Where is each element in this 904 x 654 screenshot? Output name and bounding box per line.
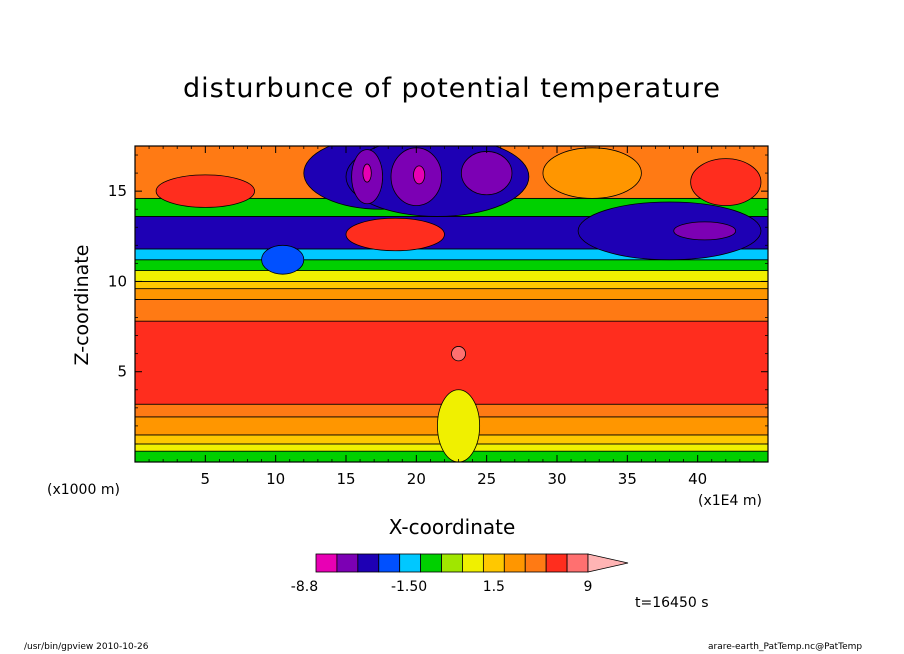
- x-tick-label-35: 35: [618, 470, 637, 488]
- y-tick-label-5: 5: [117, 363, 127, 381]
- colorbar-cell-0: [315, 553, 338, 573]
- colorbar-cell-7: [462, 553, 484, 573]
- contour-fill-group: [135, 146, 768, 462]
- x-tick-label-10: 10: [266, 470, 285, 488]
- contour-blob-11: [690, 158, 762, 206]
- contour-band-6: [135, 299, 768, 322]
- contour-blob-8: [673, 221, 737, 241]
- contour-blob-5: [362, 163, 372, 183]
- x-axis-unit: (x1E4 m): [698, 493, 762, 509]
- contour-blob-4: [460, 151, 513, 196]
- colorbar-cell-2: [357, 553, 380, 573]
- contour-blob-9: [155, 174, 255, 208]
- contour-blob-7: [577, 201, 762, 261]
- time-label: t=16450 s: [635, 595, 709, 611]
- footer-program-date: /usr/bin/gpview 2010-10-26: [24, 642, 149, 652]
- colorbar-label-2: 1.5: [483, 579, 505, 595]
- colorbar-cell-12: [566, 553, 589, 573]
- x-tick-label-5: 5: [201, 470, 211, 488]
- contour-blob-14: [261, 244, 305, 275]
- contour-band-8: [135, 281, 768, 290]
- x-axis-label: X-coordinate: [388, 515, 516, 539]
- contour-band-9: [135, 270, 768, 282]
- contour-blob-15: [542, 147, 642, 199]
- colorbar-cell-6: [441, 553, 463, 573]
- contour-band-10: [135, 259, 768, 271]
- x-tick-label-20: 20: [407, 470, 426, 488]
- colorbar-label-1: -1.50: [391, 579, 427, 595]
- colorbar-cell-8: [482, 553, 505, 573]
- colorbar-cell-3: [378, 553, 401, 573]
- footer-data-source: arare-earth_PatTemp.nc@PatTemp: [708, 642, 863, 652]
- colorbar-cell-1: [336, 553, 359, 573]
- colorbar-label-3: 9: [584, 579, 593, 595]
- contour-blob-10: [345, 217, 445, 252]
- colorbar-cell-11: [545, 553, 568, 573]
- x-tick-label-15: 15: [336, 470, 355, 488]
- colorbar-cell-5: [420, 553, 442, 573]
- colorbar-cell-9: [503, 553, 526, 573]
- contour-blob-12: [451, 346, 466, 362]
- contour-blob-6: [413, 165, 426, 185]
- colorbar-cell-4: [399, 553, 422, 573]
- contour-blob-13: [437, 389, 481, 462]
- chart-title: disturbunce of potential temperature: [183, 73, 721, 104]
- plot-frame: [134, 145, 769, 463]
- x-tick-label-25: 25: [477, 470, 496, 488]
- y-tick-label-15: 15: [108, 182, 127, 200]
- x-tick-label-40: 40: [688, 470, 707, 488]
- colorbar-arrow: [587, 553, 629, 573]
- y-tick-label-10: 10: [108, 272, 127, 290]
- contour-band-7: [135, 288, 768, 300]
- x-tick-label-30: 30: [547, 470, 566, 488]
- y-axis-unit: (x1000 m): [47, 482, 120, 498]
- colorbar-cell-10: [524, 553, 547, 573]
- colorbar-label-0: -8.8: [291, 579, 318, 595]
